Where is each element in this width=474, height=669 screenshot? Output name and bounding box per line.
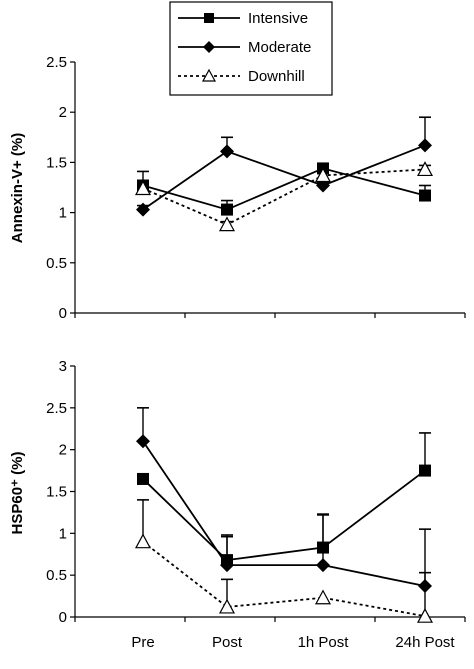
- series-line-intensive: [142, 469, 426, 562]
- y-tick-label: 3: [59, 358, 67, 375]
- data-point-downhill: [218, 598, 236, 614]
- y-axis-label-hsp60: HSP60⁺ (%): [9, 452, 26, 535]
- x-tick-label: Pre: [131, 634, 154, 651]
- data-point-downhill: [314, 589, 332, 605]
- legend-entry-downhill: Downhill: [178, 68, 305, 85]
- series-line-downhill: [142, 540, 426, 618]
- data-point-intensive: [419, 464, 431, 477]
- legend: Intensive Moderate Downhill: [169, 1, 333, 96]
- y-tick-label: 2: [59, 442, 67, 459]
- y-tick-label: 1.5: [46, 484, 67, 501]
- series-line-moderate: [142, 144, 426, 211]
- data-point-moderate: [220, 144, 234, 159]
- legend-label-intensive: Intensive: [248, 10, 308, 27]
- data-point-intensive: [419, 189, 431, 202]
- data-point-downhill: [218, 216, 236, 232]
- y-axis-label-annexin: Annexin-V+ (%): [9, 133, 26, 243]
- data-point-intensive: [137, 472, 149, 485]
- legend-marker-triangle: [201, 68, 217, 82]
- y-tick-label: 0.5: [46, 567, 67, 584]
- legend-marker-square: [204, 13, 214, 23]
- data-point-downhill: [314, 167, 332, 183]
- x-tick-label: 24h Post: [395, 634, 455, 651]
- data-point-moderate: [220, 558, 234, 573]
- legend-label-moderate: Moderate: [248, 39, 311, 56]
- y-tick-label: 2.5: [46, 400, 67, 417]
- data-point-moderate: [136, 434, 150, 449]
- data-point-moderate: [136, 202, 150, 217]
- y-tick-label: 1: [59, 205, 67, 222]
- legend-label-downhill: Downhill: [248, 68, 305, 85]
- data-point-downhill: [416, 607, 434, 623]
- data-point-intensive: [221, 203, 233, 216]
- series-line-moderate: [142, 440, 426, 587]
- data-point-downhill: [134, 533, 152, 549]
- y-tick-label: 1.5: [46, 154, 67, 171]
- y-tick-label: 1: [59, 525, 67, 542]
- y-tick-label: 2.5: [46, 54, 67, 71]
- hsp60-chart: HSP60⁺ (%) 0 0.5 1 1.5 2 2.5 3 Pre Post 1h Post 24…: [9, 358, 466, 651]
- series-line-intensive: [142, 167, 426, 211]
- y-tick-label: 0: [59, 609, 67, 626]
- series-line-downhill: [142, 168, 426, 226]
- x-tick-label: Post: [212, 634, 243, 651]
- y-tick-label: 0.5: [46, 255, 67, 272]
- legend-entry-moderate: Moderate: [178, 39, 311, 56]
- x-tick-label: 1h Post: [298, 634, 350, 651]
- data-point-downhill: [134, 180, 152, 196]
- y-tick-label: 0: [59, 305, 67, 322]
- y-tick-label: 2: [59, 104, 67, 121]
- annexin-chart: Annexin-V+ (%) 0 0.5 1 1.5 2 2.5: [9, 54, 466, 322]
- legend-entry-intensive: Intensive: [178, 10, 308, 27]
- data-point-downhill: [416, 161, 434, 177]
- data-point-moderate: [418, 138, 432, 153]
- data-point-moderate: [316, 558, 330, 573]
- legend-marker-diamond: [203, 41, 215, 53]
